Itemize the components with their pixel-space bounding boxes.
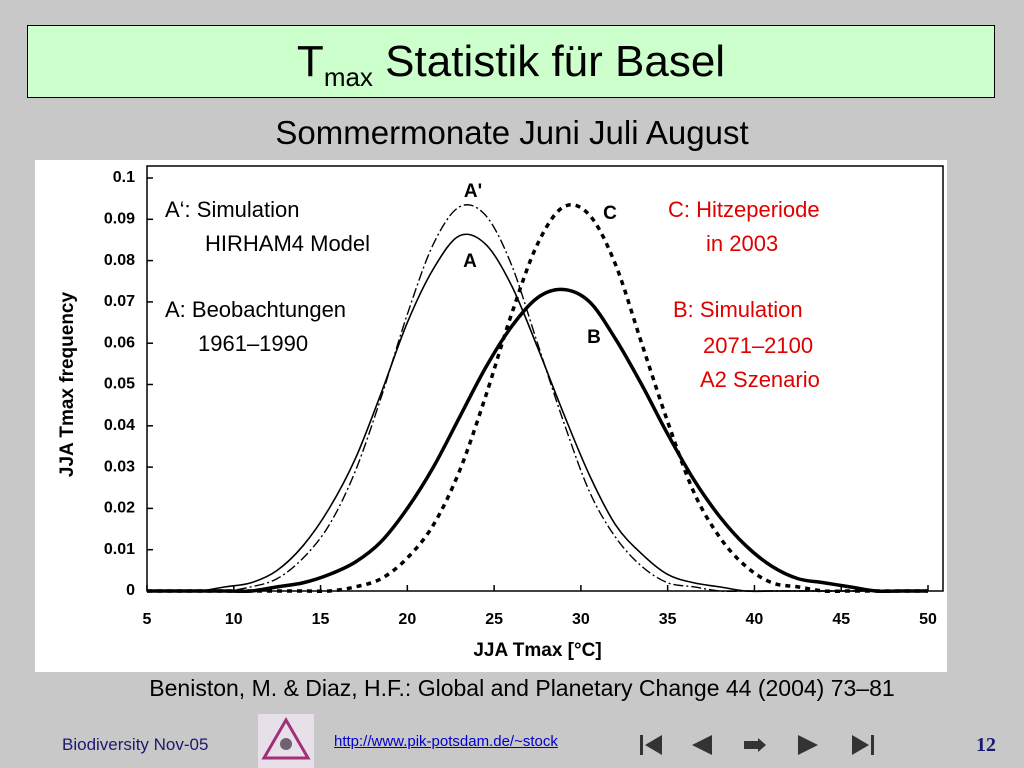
nav-return[interactable] xyxy=(744,738,766,752)
title-main: T xyxy=(296,37,324,86)
curve-label: B xyxy=(587,327,601,348)
nav-next[interactable] xyxy=(798,735,818,755)
nav-first[interactable] xyxy=(640,735,662,755)
y-tick-label: 0.05 xyxy=(104,376,135,393)
citation: Beniston, M. & Diaz, H.F.: Global and Pl… xyxy=(149,675,895,701)
slide-title: Tmax Statistik für Basel xyxy=(27,25,995,98)
x-tick-label: 40 xyxy=(746,611,764,628)
curve-label: A' xyxy=(464,181,482,202)
x-tick-label: 45 xyxy=(832,611,850,628)
annotation: in 2003 xyxy=(706,231,778,256)
title-sub: max xyxy=(323,61,373,92)
nav-prev[interactable] xyxy=(692,735,712,755)
x-tick-label: 15 xyxy=(312,611,330,628)
annotation: 2071–2100 xyxy=(703,333,813,358)
logo-triangle xyxy=(261,717,311,760)
chart-panel xyxy=(35,160,947,672)
logo xyxy=(258,714,314,768)
y-axis-label: JJA Tmax frequency xyxy=(57,291,78,477)
x-tick-label: 10 xyxy=(225,611,243,628)
x-tick-label: 35 xyxy=(659,611,677,628)
y-tick-label: 0.03 xyxy=(104,458,135,475)
x-tick-label: 5 xyxy=(143,611,152,628)
y-tick-label: 0.04 xyxy=(104,417,135,434)
annotation: B: Simulation xyxy=(673,297,803,322)
y-tick-label: 0.1 xyxy=(113,169,135,186)
annotation: A: Beobachtungen xyxy=(165,297,346,322)
x-tick-label: 25 xyxy=(485,611,503,628)
y-tick-label: 0.06 xyxy=(104,334,135,351)
annotation: A2 Szenario xyxy=(700,367,820,392)
y-tick-label: 0.07 xyxy=(104,293,135,310)
footer-link[interactable]: http://www.pik-potsdam.de/~stock xyxy=(334,733,558,750)
series-line xyxy=(147,204,928,593)
x-axis-label: JJA Tmax [°C] xyxy=(473,640,601,661)
y-tick-label: 0.09 xyxy=(104,211,135,228)
annotation: A‘: Simulation xyxy=(165,197,300,222)
chart: 0 0.01 0.02 0.03 0.04 0.05 0.06 0.07 0.08 0.09 0.1… xyxy=(35,160,947,672)
y-tick-label: 0 xyxy=(126,582,135,599)
subtitle: Sommermonate Juni Juli August xyxy=(275,114,749,151)
annotation: 1961–1990 xyxy=(198,331,308,356)
plot-frame xyxy=(146,165,944,592)
curve-label: A xyxy=(463,251,477,272)
x-tick-label: 20 xyxy=(398,611,416,628)
y-tick-label: 0.08 xyxy=(104,252,135,269)
nav-last[interactable] xyxy=(852,735,874,755)
series-line xyxy=(147,287,928,594)
navigation xyxy=(640,735,874,755)
page-number: 12 xyxy=(976,734,996,756)
series-line xyxy=(147,203,928,594)
series-line xyxy=(147,233,928,593)
annotation: HIRHAM4 Model xyxy=(205,231,370,256)
title-rest: Statistik für Basel xyxy=(385,37,726,86)
logo-dot xyxy=(280,738,292,750)
footer-text: Biodiversity Nov-05 xyxy=(62,735,209,754)
curve-label: C xyxy=(603,203,617,224)
annotation: C: Hitzeperiode xyxy=(668,197,820,222)
x-tick-label: 30 xyxy=(572,611,590,628)
y-tick-label: 0.01 xyxy=(104,541,135,558)
y-tick-label: 0.02 xyxy=(104,500,135,517)
x-tick-label: 50 xyxy=(919,611,937,628)
